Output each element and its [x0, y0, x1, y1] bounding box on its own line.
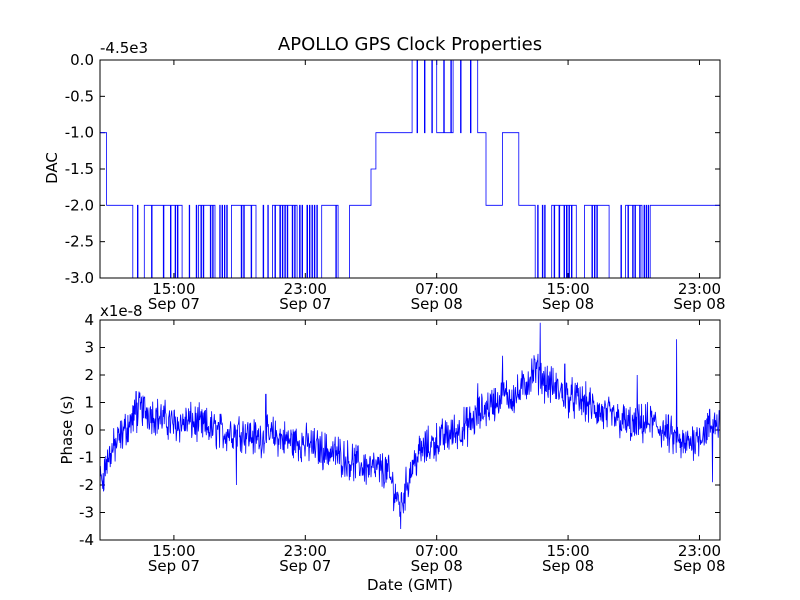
x-tick-time-label: 07:00: [415, 542, 458, 560]
x-tick-date-label: Sep 08: [542, 295, 594, 313]
y-tick-label: 3: [84, 339, 94, 357]
y-tick-label: -2.0: [65, 196, 94, 214]
x-tick-time-label: 15:00: [546, 280, 589, 298]
y-tick-label: -4: [79, 531, 94, 549]
y-tick-label: -1: [79, 449, 94, 467]
dac-y-axis-label: DAC: [43, 152, 61, 184]
y-tick-label: 0.0: [70, 51, 94, 69]
x-tick-time-label: 23:00: [678, 280, 721, 298]
x-tick-date-label: Sep 07: [279, 557, 331, 575]
x-tick-date-label: Sep 08: [542, 557, 594, 575]
y-tick-label: -3.0: [65, 269, 94, 287]
y-tick-label: -0.5: [65, 87, 94, 105]
x-tick-date-label: Sep 08: [673, 557, 725, 575]
phase-y-axis-label: Phase (s): [58, 395, 76, 464]
phase-offset-label: x1e-8: [100, 302, 143, 320]
y-tick-label: 4: [84, 311, 94, 329]
x-tick-time-label: 07:00: [415, 280, 458, 298]
y-tick-label: -1.5: [65, 160, 94, 178]
x-tick-date-label: Sep 08: [673, 295, 725, 313]
x-tick-date-label: Sep 08: [411, 557, 463, 575]
x-tick-date-label: Sep 07: [148, 557, 200, 575]
phase-y-ticks: 4 3 2 1 0 -1 -2 -3 -4: [79, 311, 720, 549]
y-tick-label: 0: [84, 421, 94, 439]
x-tick-time-label: 23:00: [678, 542, 721, 560]
x-tick-date-label: Sep 07: [279, 295, 331, 313]
dac-panel: APOLLO GPS Clock Properties -4.5e3 DAC 0…: [43, 34, 726, 313]
x-tick-time-label: 15:00: [152, 280, 195, 298]
x-tick-time-label: 15:00: [152, 542, 195, 560]
dac-axes-frame: [99, 59, 721, 279]
dac-y-ticks: 0.0 -0.5 -1.0 -1.5 -2.0 -2.5 -3.0: [65, 51, 720, 287]
x-tick-date-label: Sep 07: [148, 295, 200, 313]
x-tick-date-label: Sep 08: [411, 295, 463, 313]
y-tick-label: -1.0: [65, 124, 94, 142]
phase-panel: x1e-8 Phase (s) Date (GMT) 4 3 2 1 0 -1 -2 -3 -4…: [58, 302, 726, 594]
phase-x-axis-label: Date (GMT): [367, 576, 453, 594]
chart-title: APOLLO GPS Clock Properties: [278, 34, 542, 55]
x-tick-time-label: 23:00: [284, 542, 327, 560]
y-tick-label: 1: [84, 394, 94, 412]
phase-series-line: [99, 322, 721, 530]
x-tick-time-label: 15:00: [546, 542, 589, 560]
x-tick-time-label: 23:00: [284, 280, 327, 298]
y-tick-label: -2.5: [65, 233, 94, 251]
dac-offset-label: -4.5e3: [100, 39, 148, 57]
y-tick-label: -2: [79, 476, 94, 494]
phase-axes-frame: [99, 319, 721, 541]
phase-plot-area: [99, 322, 721, 530]
y-tick-label: 2: [84, 366, 94, 384]
y-tick-label: -3: [79, 504, 94, 522]
